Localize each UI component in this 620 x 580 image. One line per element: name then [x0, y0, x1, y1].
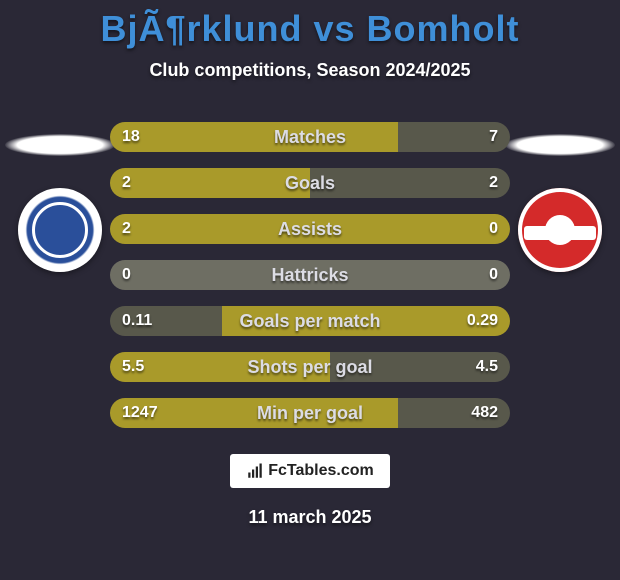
- stat-row: Hattricks0 0: [110, 260, 510, 290]
- stat-value-left: 5.5: [110, 352, 156, 382]
- page-title: BjÃ¶rklund vs Bomholt: [0, 0, 620, 50]
- team-left-crest-icon: [18, 188, 102, 272]
- chart-icon: [246, 462, 264, 480]
- stat-row: Goals22: [110, 168, 510, 198]
- stat-value-right: 2: [477, 168, 510, 198]
- site-logo: FcTables.com: [230, 454, 390, 488]
- stat-value-left: 0: [110, 260, 143, 290]
- crest-shadow-right: [505, 134, 615, 156]
- stat-bars: Matches187Goals22Assists20Hattricks00Goa…: [110, 122, 510, 444]
- stat-value-left: 0.11: [110, 306, 164, 336]
- stat-value-right: 0: [477, 214, 510, 244]
- team-right-crest-icon: [518, 188, 602, 272]
- stat-row: Assists20: [110, 214, 510, 244]
- stat-value-left: 1247: [110, 398, 170, 428]
- stat-value-left: 18: [110, 122, 152, 152]
- stat-row: Min per goal1247482: [110, 398, 510, 428]
- stat-value-left: 2: [110, 214, 143, 244]
- site-logo-text: FcTables.com: [268, 462, 374, 480]
- stat-row: Shots per goal5.54.5: [110, 352, 510, 382]
- stat-value-right: 7: [477, 122, 510, 152]
- stat-row: Goals per match0.110.29: [110, 306, 510, 336]
- crest-shadow-left: [5, 134, 115, 156]
- stat-bar-left: [110, 214, 510, 244]
- stat-value-right: 4.5: [464, 352, 510, 382]
- team-left-crest-wrap: [0, 110, 120, 270]
- stat-value-right: 0.29: [455, 306, 510, 336]
- stat-label: Hattricks: [110, 260, 510, 290]
- stat-value-left: 2: [110, 168, 143, 198]
- date-label: 11 march 2025: [0, 507, 620, 528]
- team-right-crest-wrap: [500, 110, 620, 270]
- stat-row: Matches187: [110, 122, 510, 152]
- subtitle: Club competitions, Season 2024/2025: [0, 60, 620, 81]
- stat-value-right: 482: [459, 398, 510, 428]
- stat-value-right: 0: [477, 260, 510, 290]
- stat-bar-left: [110, 122, 398, 152]
